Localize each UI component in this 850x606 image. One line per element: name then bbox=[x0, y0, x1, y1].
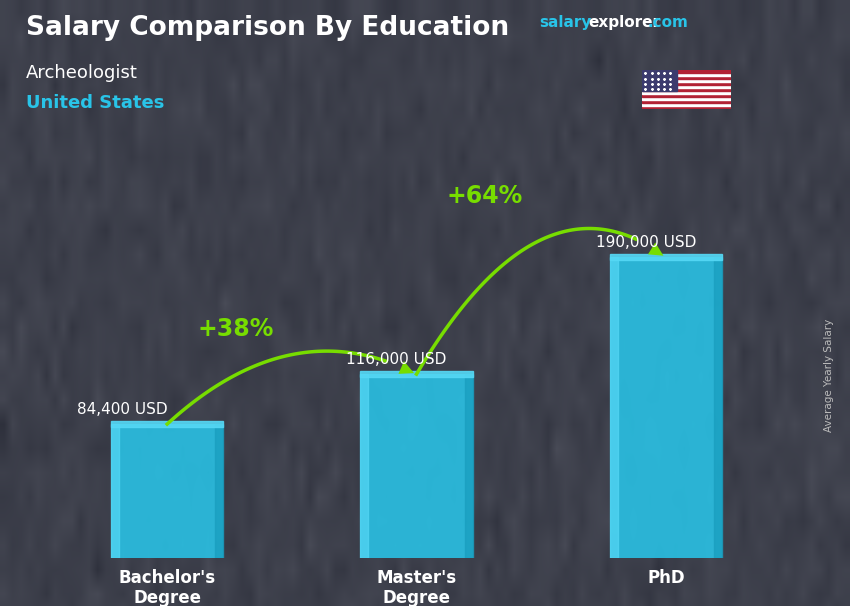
Bar bbox=[642, 88, 731, 91]
Bar bbox=[714, 257, 722, 558]
Bar bbox=[360, 371, 473, 377]
Bar bbox=[642, 79, 731, 82]
Bar bbox=[609, 255, 722, 260]
Text: Salary Comparison By Education: Salary Comparison By Education bbox=[26, 15, 508, 41]
Bar bbox=[360, 374, 473, 558]
Bar bbox=[111, 424, 119, 558]
Bar bbox=[642, 106, 731, 109]
Text: Average Yearly Salary: Average Yearly Salary bbox=[824, 319, 834, 432]
Bar bbox=[642, 82, 731, 85]
Bar bbox=[642, 70, 677, 91]
Bar bbox=[642, 94, 731, 97]
Bar bbox=[642, 76, 731, 79]
Bar bbox=[642, 103, 731, 106]
Text: United States: United States bbox=[26, 94, 164, 112]
Text: Archeologist: Archeologist bbox=[26, 64, 138, 82]
Bar bbox=[360, 374, 368, 558]
Text: salary: salary bbox=[540, 15, 592, 30]
Bar bbox=[642, 91, 731, 94]
Bar bbox=[642, 97, 731, 100]
Bar bbox=[215, 424, 224, 558]
Bar bbox=[642, 70, 731, 73]
Bar bbox=[609, 257, 722, 558]
Text: 190,000 USD: 190,000 USD bbox=[596, 235, 696, 250]
Bar bbox=[642, 85, 731, 88]
Bar bbox=[609, 257, 618, 558]
Bar bbox=[642, 100, 731, 103]
Text: 84,400 USD: 84,400 USD bbox=[77, 402, 167, 417]
Text: +38%: +38% bbox=[197, 317, 274, 341]
Text: .com: .com bbox=[648, 15, 689, 30]
Text: explorer: explorer bbox=[588, 15, 660, 30]
Text: +64%: +64% bbox=[447, 184, 524, 208]
Text: 116,000 USD: 116,000 USD bbox=[346, 352, 447, 367]
Bar bbox=[465, 374, 473, 558]
Bar bbox=[642, 73, 731, 76]
Bar bbox=[111, 424, 224, 558]
Bar bbox=[111, 421, 224, 427]
